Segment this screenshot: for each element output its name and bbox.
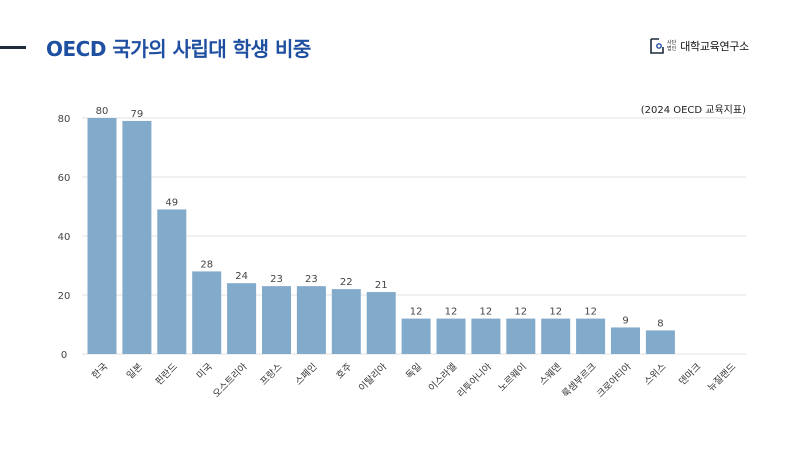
category-label: 스위스: [641, 360, 668, 387]
bar: [506, 318, 536, 354]
category-label: 독일: [404, 361, 424, 381]
bar: [227, 283, 257, 354]
logo-small-line-1: 사단: [667, 40, 677, 46]
logo-small-text: 사단 법인: [667, 40, 676, 52]
value-label: 8: [657, 318, 663, 329]
value-label: 49: [165, 197, 178, 208]
institute-logo: 사단 법인 대학교육연구소: [650, 38, 749, 54]
value-labels: 80 79 49 28 24 23 23 22 21 12 12 12 12 12 12 9 8: [96, 106, 664, 329]
y-tick-label: 60: [58, 173, 71, 184]
category-label: 스페인: [293, 361, 319, 387]
category-label: 이스라엘: [427, 361, 460, 394]
value-label: 79: [131, 109, 144, 120]
category-label: 오스트리아: [211, 361, 250, 400]
value-label: 24: [235, 271, 248, 282]
bar: [436, 318, 466, 354]
value-label: 12: [480, 307, 493, 318]
bar: [471, 318, 501, 354]
category-label: 룩셈부르크: [560, 361, 599, 400]
category-label: 이탈리아: [356, 360, 389, 393]
bar: [192, 271, 222, 354]
value-label: 23: [270, 274, 283, 285]
bars: [87, 118, 675, 354]
value-label: 28: [200, 259, 213, 270]
bar: [157, 209, 187, 354]
value-label: 80: [96, 106, 109, 117]
source-annotation: (2024 OECD 교육지표): [641, 104, 746, 116]
category-label: 덴마크: [677, 361, 704, 388]
bar: [262, 286, 291, 354]
category-label: 스웨덴: [537, 361, 564, 388]
value-label: 12: [549, 307, 562, 318]
bar: [645, 330, 675, 354]
bar: [296, 286, 326, 354]
bar: [576, 318, 606, 354]
bar: [366, 292, 396, 354]
institute-logo-icon: [650, 38, 664, 54]
value-label: 12: [584, 307, 597, 318]
category-label: 호주: [334, 361, 354, 381]
logo-small-line-2: 법인: [667, 46, 677, 52]
value-label: 22: [340, 277, 353, 288]
bar: [611, 327, 640, 354]
category-label: 뉴질랜드: [705, 360, 738, 393]
category-label: 리투아니아: [455, 361, 494, 400]
category-label: 크로아티아: [595, 361, 634, 400]
value-label: 23: [305, 274, 318, 285]
title-accent-line: [0, 46, 26, 49]
bar: [331, 289, 361, 354]
y-tick-label: 80: [58, 114, 71, 125]
category-label: 핀란드: [153, 360, 180, 387]
page-title: OECD 국가의 사립대 학생 비중: [46, 37, 311, 61]
y-tick-label: 20: [58, 291, 71, 302]
value-label: 9: [622, 315, 628, 326]
y-axis-ticks: 0 20 40 60 80: [58, 114, 71, 361]
logo-name: 대학교육연구소: [680, 40, 749, 53]
bar: [401, 318, 431, 354]
y-tick-label: 40: [58, 232, 71, 243]
value-label: 21: [375, 280, 388, 291]
value-label: 12: [514, 307, 527, 318]
value-label: 12: [410, 307, 423, 318]
category-label: 프랑스: [258, 360, 285, 387]
bar: [87, 118, 117, 354]
value-label: 12: [445, 307, 458, 318]
category-label: 일본: [125, 361, 145, 381]
bar: [122, 120, 152, 354]
category-label: 한국: [90, 361, 110, 381]
category-label: 노르웨이: [496, 361, 529, 394]
category-label: 미국: [195, 361, 215, 381]
y-tick-label: 0: [61, 350, 67, 361]
bar: [541, 318, 571, 354]
